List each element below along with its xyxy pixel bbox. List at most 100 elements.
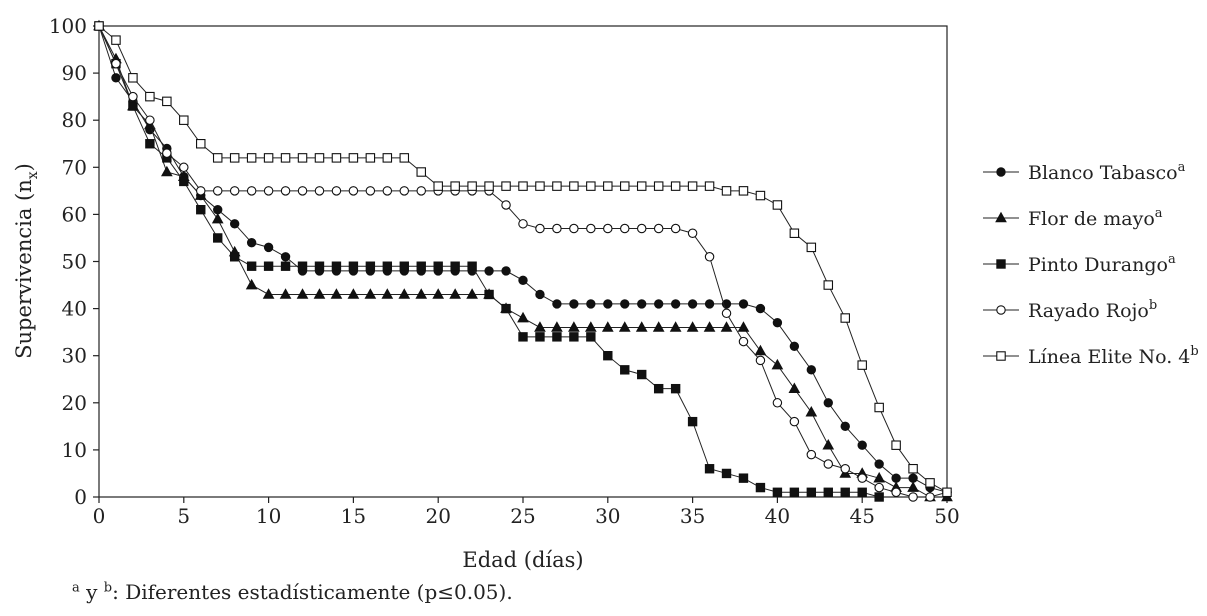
data-point <box>245 278 258 290</box>
data-point <box>382 186 393 196</box>
data-point <box>145 91 155 102</box>
y-tick-label: 40 <box>62 297 87 321</box>
legend-item: Línea Elite No. 4b <box>983 344 1199 368</box>
data-point <box>772 318 783 328</box>
data-point <box>823 459 834 469</box>
data-point <box>670 181 681 191</box>
x-tick-label: 45 <box>849 504 874 528</box>
data-point <box>670 299 681 309</box>
data-point <box>381 288 394 299</box>
data-point <box>196 139 206 149</box>
data-point <box>857 440 867 450</box>
series-line <box>98 25 948 498</box>
data-point <box>721 468 732 479</box>
data-point <box>686 321 699 332</box>
data-point <box>280 261 291 271</box>
y-tick-label: 90 <box>62 61 87 85</box>
data-point <box>772 487 783 497</box>
data-point <box>806 487 817 497</box>
data-point <box>840 487 850 497</box>
data-point <box>128 101 138 111</box>
y-axis-title-subscript: x <box>25 171 41 179</box>
data-point <box>873 471 886 483</box>
data-point <box>891 473 901 483</box>
data-point <box>704 181 715 191</box>
data-point <box>196 204 206 215</box>
footnote-sup-b: b <box>103 580 113 596</box>
data-point <box>229 186 240 196</box>
data-point <box>416 167 426 177</box>
data-point <box>94 21 104 31</box>
data-point <box>704 464 715 474</box>
data-point <box>857 487 867 497</box>
data-point <box>670 223 681 234</box>
series-5 <box>94 21 952 498</box>
y-axis-title-close: ) <box>12 163 36 171</box>
data-point <box>331 261 342 271</box>
data-point <box>721 186 732 196</box>
data-point <box>603 351 613 361</box>
data-point <box>501 181 511 191</box>
data-point <box>721 308 732 319</box>
data-point <box>704 299 715 309</box>
data-point <box>755 303 766 314</box>
series-line <box>98 25 948 493</box>
data-point <box>805 405 818 417</box>
x-tick-label: 25 <box>510 504 535 528</box>
x-tick-label: 35 <box>680 504 705 528</box>
data-point <box>738 186 749 196</box>
data-point <box>229 252 240 262</box>
data-point <box>348 186 359 196</box>
data-point <box>517 311 529 323</box>
y-axis-title-main: Supervivencia (n <box>12 179 36 359</box>
data-point <box>331 186 342 196</box>
y-tick-label: 60 <box>62 202 87 226</box>
data-point <box>771 358 784 370</box>
data-point <box>297 186 308 196</box>
legend-marker <box>996 351 1006 361</box>
data-point <box>653 383 664 394</box>
data-point <box>601 321 614 332</box>
data-point <box>653 181 664 191</box>
legend-label: Pinto Durangoa <box>1028 252 1176 276</box>
data-point <box>806 449 817 460</box>
data-point <box>908 492 918 502</box>
data-point <box>687 416 698 427</box>
data-point <box>603 223 613 234</box>
data-point <box>314 153 325 163</box>
data-point <box>720 321 733 332</box>
data-point <box>280 153 291 163</box>
data-point <box>279 288 292 299</box>
data-point <box>635 321 648 332</box>
data-point <box>823 398 833 408</box>
data-point <box>618 321 631 332</box>
data-point <box>314 186 325 196</box>
x-tick-label: 40 <box>765 504 790 528</box>
data-point <box>449 288 462 299</box>
data-point <box>331 153 342 163</box>
legend-marker <box>996 305 1006 315</box>
data-point <box>789 487 800 497</box>
y-tick-label: 80 <box>62 108 87 132</box>
data-point <box>501 303 511 314</box>
x-tick-label: 10 <box>256 504 281 528</box>
data-point <box>568 321 580 332</box>
data-point <box>484 181 494 191</box>
data-point <box>535 289 545 300</box>
data-point <box>569 181 579 191</box>
x-tick-label: 50 <box>934 504 959 528</box>
data-point <box>466 288 478 299</box>
data-point <box>670 383 681 394</box>
data-point <box>212 186 223 196</box>
data-point <box>246 237 257 248</box>
data-point <box>603 181 613 191</box>
data-point <box>212 153 223 163</box>
data-point <box>229 219 240 229</box>
data-point <box>365 186 376 196</box>
y-tick-label: 0 <box>74 485 87 509</box>
data-point <box>196 186 206 196</box>
data-point <box>603 299 613 309</box>
y-tick-label: 30 <box>62 344 87 368</box>
data-point <box>586 223 596 234</box>
data-point <box>296 288 309 299</box>
